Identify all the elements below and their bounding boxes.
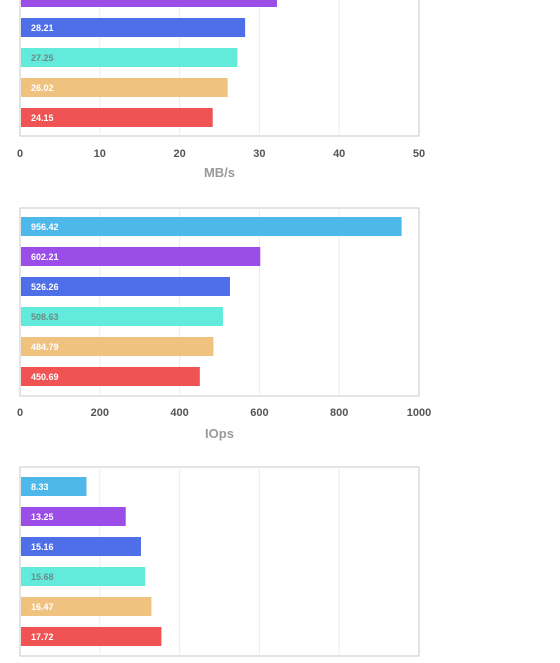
iops-bar [21,217,402,236]
latency-bar [21,507,126,526]
throughput-bar-label: 26.02 [31,83,54,93]
iops-bar-label: 450.69 [31,372,59,382]
throughput-bar-label: 24.15 [31,113,54,123]
iops-bar [21,337,214,356]
iops-tick-label: 400 [170,407,188,419]
latency-bar-label: 8.33 [31,482,49,492]
iops-tick-label: 600 [250,407,268,419]
latency-bar [21,567,146,586]
iops-chart-svg: 956.42 602.21 526.26 508.63 484.79 450.69 0 200… [17,207,431,441]
iops-bar-label: 956.42 [31,222,59,232]
iops-bar [21,307,223,326]
throughput-bar-label: 28.21 [31,23,54,33]
iops-axis-title: IOps [205,426,234,441]
iops-bar [21,367,200,386]
throughput-tick-label: 50 [413,148,425,160]
throughput-tick-label: 30 [253,148,265,160]
iops-bar-label: 508.63 [31,312,59,322]
iops-bar-label: 602.21 [31,252,59,262]
throughput-tick-label: 40 [333,148,345,160]
latency-bar-label: 15.68 [31,572,54,582]
iops-bar [21,277,230,296]
throughput-bar-label: 27.25 [31,53,54,63]
iops-tick-label: 800 [330,407,348,419]
throughput-bar [21,0,277,7]
throughput-tick-label: 20 [173,148,185,160]
iops-bar-label: 484.79 [31,342,59,352]
latency-bar-label: 17.72 [31,632,54,642]
iops-tick-label: 1000 [407,407,431,419]
iops-tick-label: 200 [91,407,109,419]
latency-bar [21,537,141,556]
iops-chart: 956.42 602.21 526.26 508.63 484.79 450.69 0 200… [17,207,431,441]
latency-bar-label: 13.25 [31,512,54,522]
iops-tick-label: 0 [17,407,23,419]
throughput-bar [21,108,213,127]
latency-bar [21,627,162,646]
throughput-bar [21,78,228,97]
iops-bar-label: 526.26 [31,282,59,292]
throughput-axis-title: MB/s [204,165,235,180]
throughput-chart-svg: 28.21 27.25 26.02 24.15 0 10 20 30 40 50 MB/s [17,0,425,180]
latency-bar-label: 16.47 [31,602,54,612]
throughput-bar [21,18,246,37]
latency-plot-frame [19,466,420,657]
throughput-tick-label: 0 [17,148,23,160]
iops-bar [21,247,261,266]
iops-plot-frame [19,207,420,397]
throughput-tick-label: 10 [94,148,106,160]
latency-bar-label: 15.16 [31,542,54,552]
throughput-chart: 28.21 27.25 26.02 24.15 0 10 20 30 40 50 MB/s [0,0,560,200]
throughput-bar [21,48,238,67]
latency-bar [21,597,152,616]
latency-bar [21,477,87,496]
